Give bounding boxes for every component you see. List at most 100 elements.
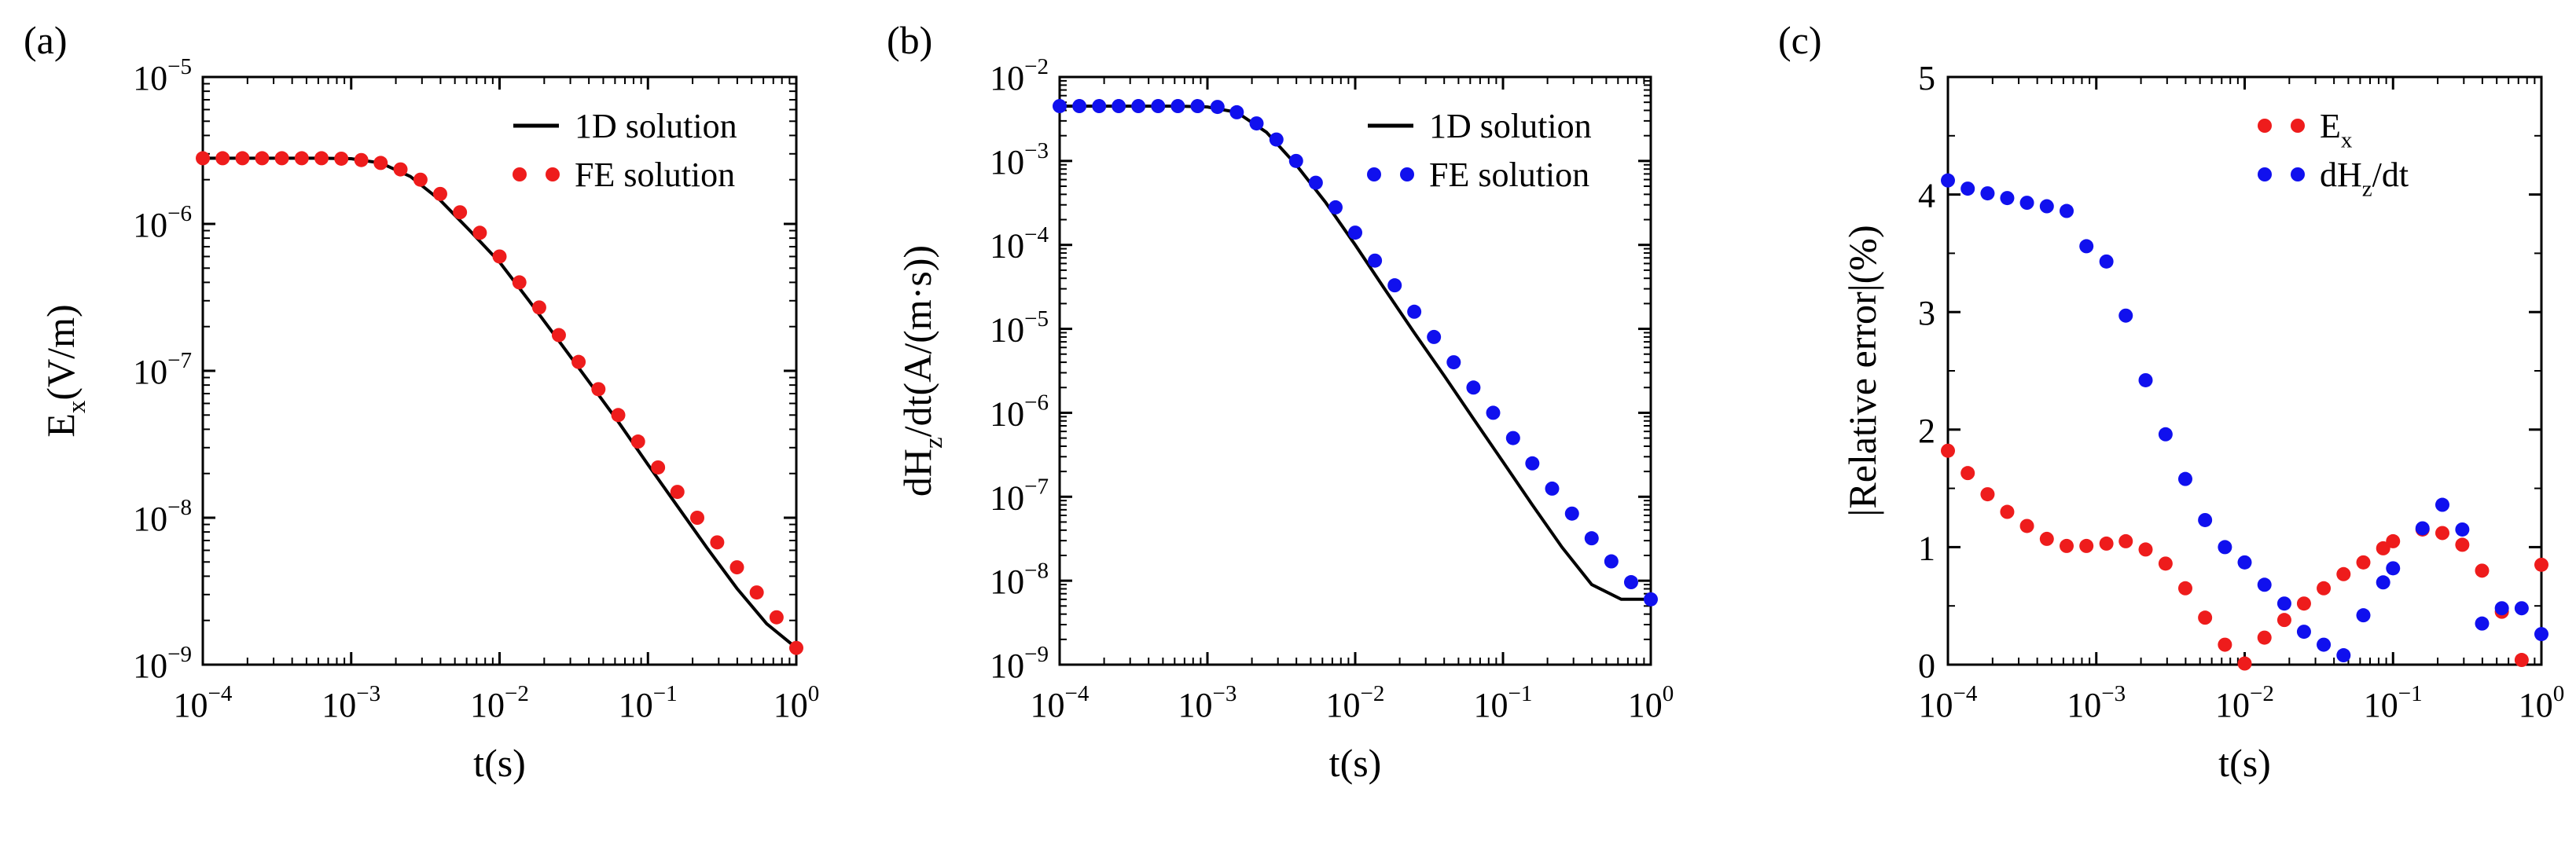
series-line bbox=[203, 156, 798, 650]
y-tick-label: 10−8 bbox=[133, 495, 192, 538]
data-point bbox=[1308, 175, 1323, 190]
panel-b: (b)10−4 10−3 10−2 10−1 10010−910−810−710−610… bbox=[887, 18, 1674, 785]
label-segment: −9 bbox=[167, 642, 192, 667]
label-segment: FE solution bbox=[1429, 156, 1589, 194]
label-segment: −1 bbox=[1508, 681, 1533, 706]
label-segment: 10 bbox=[174, 686, 208, 724]
data-point bbox=[215, 151, 230, 166]
data-point bbox=[2118, 533, 2133, 548]
label-segment: 10 bbox=[1326, 686, 1361, 724]
label-segment: −3 bbox=[1213, 681, 1237, 706]
panel-label: (b) bbox=[887, 18, 932, 62]
data-point bbox=[670, 485, 685, 500]
label-segment: −5 bbox=[167, 54, 192, 79]
label-segment: 1D solution bbox=[575, 107, 737, 145]
x-tick-label: 10−3 bbox=[322, 681, 380, 724]
y-tick-label: 10−5 bbox=[133, 54, 192, 97]
legend-label: 1D solution bbox=[575, 107, 737, 145]
label-segment: 10 bbox=[990, 647, 1024, 685]
data-point bbox=[2435, 497, 2449, 512]
y-tick-label: 2 bbox=[1918, 412, 1935, 450]
y-tick-label: 10−6 bbox=[990, 390, 1049, 434]
label-segment: 10 bbox=[1474, 686, 1508, 724]
label-segment: −7 bbox=[167, 348, 192, 373]
label-segment: FE solution bbox=[575, 156, 735, 194]
legend-marker bbox=[2258, 167, 2272, 181]
data-point bbox=[2296, 596, 2311, 611]
data-point bbox=[2060, 538, 2074, 553]
data-point bbox=[413, 172, 428, 187]
label-segment: |Relative error|(%) bbox=[1840, 225, 1884, 516]
data-point bbox=[591, 382, 606, 397]
data-point bbox=[2039, 531, 2054, 546]
data-point bbox=[2257, 630, 2272, 645]
label-segment: 10 bbox=[133, 647, 167, 685]
legend: 1D solution FE solution bbox=[513, 107, 737, 194]
data-point bbox=[2198, 512, 2213, 527]
y-tick-label: 0 bbox=[1918, 647, 1935, 685]
legend: 1D solution FE solution bbox=[1367, 107, 1592, 194]
data-point bbox=[1072, 99, 1087, 114]
x-tick-label: 10−2 bbox=[1326, 681, 1385, 724]
y-tick-label: 10−2 bbox=[990, 54, 1049, 97]
x-tick-label: 10−2 bbox=[2215, 681, 2274, 724]
data-point bbox=[235, 151, 250, 166]
label-segment: dH bbox=[2320, 156, 2362, 194]
label-segment: −6 bbox=[167, 201, 192, 226]
label-segment: x bbox=[2341, 127, 2353, 152]
y-tick-label: 10−9 bbox=[133, 642, 192, 685]
data-point bbox=[531, 300, 546, 315]
x-axis-label: t(s) bbox=[1329, 741, 1382, 785]
legend-marker bbox=[1367, 167, 1381, 181]
data-point bbox=[1623, 575, 1638, 590]
data-point bbox=[1387, 278, 1402, 293]
data-point bbox=[1644, 592, 1658, 607]
label-segment: −2 bbox=[1361, 681, 1385, 706]
label-segment: −1 bbox=[653, 681, 678, 706]
data-point bbox=[2257, 577, 2272, 592]
label-segment: 10 bbox=[133, 206, 167, 244]
data-point bbox=[2296, 625, 2311, 640]
data-point bbox=[354, 152, 369, 167]
label-segment: 10 bbox=[990, 227, 1024, 266]
data-point bbox=[2099, 536, 2114, 551]
data-point bbox=[2514, 653, 2529, 668]
y-tick-label: 10−8 bbox=[990, 558, 1049, 601]
label-segment: 10 bbox=[133, 59, 167, 97]
legend-marker bbox=[2291, 167, 2305, 181]
data-point bbox=[492, 249, 507, 264]
data-point bbox=[1269, 132, 1284, 147]
data-point bbox=[2237, 656, 2252, 671]
data-point bbox=[2198, 610, 2213, 625]
label-segment: /dt bbox=[2372, 156, 2409, 194]
data-point bbox=[1980, 186, 1995, 201]
label-segment: 10 bbox=[322, 686, 356, 724]
label-segment: z bbox=[2362, 176, 2372, 201]
data-point bbox=[1229, 104, 1244, 119]
data-point bbox=[334, 151, 349, 166]
data-point bbox=[2177, 471, 2192, 486]
x-tick-label: 100 bbox=[1628, 681, 1674, 724]
data-point bbox=[1288, 153, 1303, 168]
label-segment: −1 bbox=[2398, 681, 2423, 706]
data-point bbox=[2218, 637, 2232, 652]
data-point bbox=[1980, 487, 1995, 502]
data-point bbox=[1427, 329, 1442, 344]
label-segment: −9 bbox=[1024, 642, 1049, 667]
data-point bbox=[611, 408, 626, 423]
data-point bbox=[2475, 563, 2490, 578]
label-segment: x bbox=[63, 400, 91, 413]
label-segment: t(s) bbox=[2218, 741, 2271, 785]
data-point bbox=[314, 151, 329, 166]
data-point bbox=[2455, 537, 2470, 552]
data-point bbox=[789, 640, 803, 655]
legend-label: Ex bbox=[2320, 107, 2353, 152]
data-point bbox=[274, 151, 289, 166]
data-point bbox=[2158, 427, 2173, 442]
data-point bbox=[1960, 181, 1975, 196]
data-point bbox=[729, 560, 744, 575]
data-point bbox=[2455, 522, 2470, 537]
label-segment: −3 bbox=[356, 681, 380, 706]
label-segment: 10 bbox=[990, 478, 1024, 517]
